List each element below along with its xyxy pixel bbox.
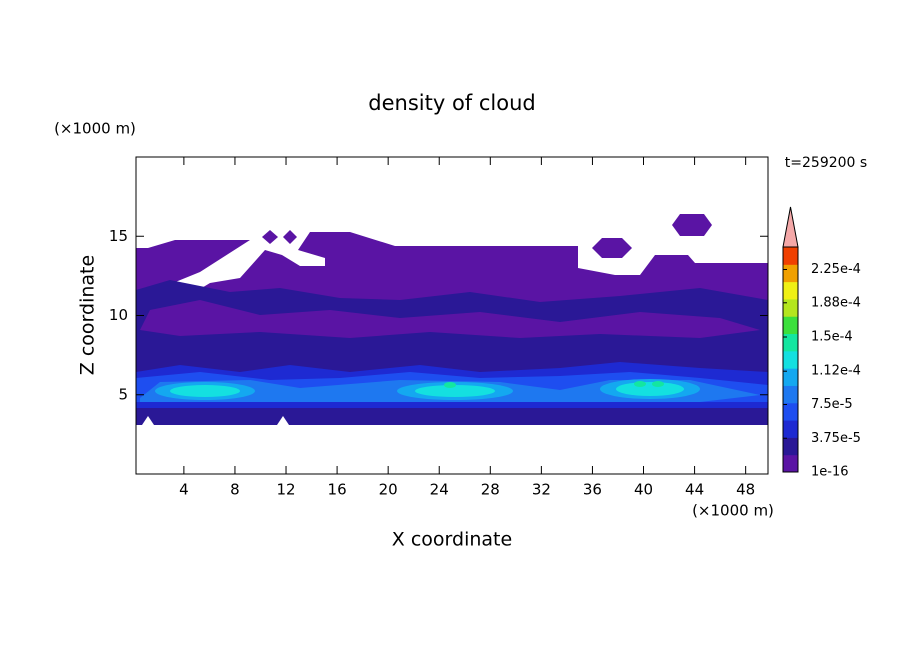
colorbar-label: 2.25e-4 [811, 262, 861, 277]
contour-band [415, 385, 495, 397]
colorbar-swatch [783, 264, 798, 283]
gap [142, 416, 154, 425]
colorbar-label: 7.5e-5 [811, 397, 853, 412]
y-tick-label: 10 [109, 306, 128, 324]
colorbar-swatch [783, 454, 798, 473]
contour-band [140, 300, 760, 338]
x-tick-label: 44 [685, 481, 704, 499]
y-unit: (×1000 m) [54, 120, 136, 138]
y-tick-label: 5 [118, 385, 128, 403]
x-tick-label: 12 [276, 481, 295, 499]
x-axis-label: X coordinate [392, 529, 512, 551]
x-tick-label: 48 [736, 481, 755, 499]
colorbar-swatch [783, 437, 798, 456]
colorbar-swatch [783, 402, 798, 421]
time-annotation: t=259200 s [785, 155, 867, 171]
x-tick-label: 36 [583, 481, 602, 499]
contour-band [672, 214, 712, 236]
colorbar-label: 1.5e-4 [811, 330, 853, 345]
colorbar-over [782, 206, 799, 248]
contour-band [262, 230, 278, 244]
colorbar-label: 1e-16 [811, 465, 849, 480]
x-tick-label: 40 [634, 481, 653, 499]
x-tick-label: 24 [430, 481, 449, 499]
colorbar-label: 1.12e-4 [811, 364, 861, 379]
colorbar-label: 3.75e-5 [811, 431, 861, 446]
x-tick-label: 16 [328, 481, 347, 499]
colorbar-swatch [783, 247, 798, 265]
x-tick-label: 28 [481, 481, 500, 499]
contour-band [136, 408, 768, 420]
x-tick-label: 20 [379, 481, 398, 499]
contour-band [592, 238, 632, 258]
colorbar-swatch [783, 385, 798, 404]
contour-band [283, 230, 297, 244]
x-tick-label: 32 [532, 481, 551, 499]
colorbar-swatch [783, 368, 798, 386]
x-tick-label: 4 [179, 481, 189, 499]
contour-band [634, 381, 646, 387]
colorbar-label: 1.88e-4 [811, 295, 861, 310]
contour-band [652, 381, 664, 387]
y-tick-label: 15 [109, 227, 128, 245]
colorbar-swatch [783, 281, 798, 300]
colorbar-swatch [783, 350, 798, 369]
contour-band [444, 382, 456, 388]
chart-title: density of cloud [368, 91, 535, 115]
colorbar-swatch [783, 420, 798, 438]
x-unit: (×1000 m) [692, 502, 774, 520]
y-axis-label: Z coordinate [77, 255, 99, 375]
colorbar-swatch [783, 316, 798, 335]
gap [277, 416, 289, 425]
contour-band [170, 385, 240, 397]
x-tick-label: 8 [230, 481, 240, 499]
colorbar-swatch [783, 333, 798, 352]
contour-band [616, 382, 684, 396]
colorbar-swatch [783, 298, 798, 317]
contour-band [136, 402, 768, 408]
colorbar-frame [782, 246, 799, 473]
contour-field [136, 214, 768, 425]
